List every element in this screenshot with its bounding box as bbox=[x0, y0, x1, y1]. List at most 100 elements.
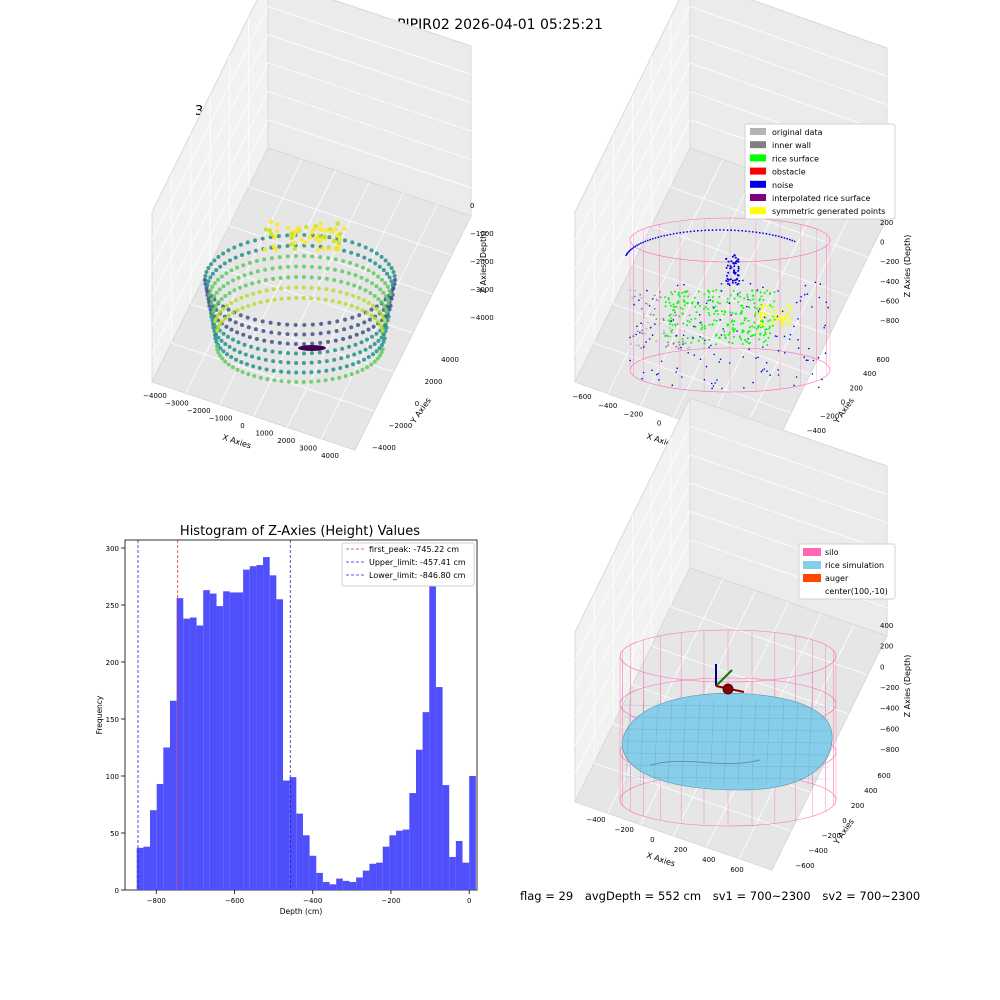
rice-surface-point bbox=[670, 330, 673, 333]
raw-point bbox=[203, 278, 207, 282]
grey-point bbox=[639, 293, 642, 296]
raw-point bbox=[302, 332, 307, 337]
raw-point bbox=[333, 247, 338, 252]
noise-point bbox=[762, 232, 764, 235]
noise-point bbox=[645, 341, 647, 343]
symmetric-point bbox=[782, 318, 785, 322]
raw-point bbox=[241, 263, 246, 268]
raw-point bbox=[263, 348, 267, 353]
raw-point bbox=[333, 338, 338, 343]
raw-point bbox=[252, 302, 257, 306]
noise-point bbox=[797, 347, 800, 349]
raw-point bbox=[215, 347, 220, 352]
rice-surface-point bbox=[723, 330, 726, 333]
raw-point bbox=[257, 366, 262, 370]
raw-point bbox=[278, 265, 283, 270]
grid-line bbox=[689, 34, 888, 106]
rice-surface-point bbox=[752, 298, 755, 301]
raw-point bbox=[343, 302, 348, 306]
histogram-bar bbox=[289, 777, 297, 890]
rice-surface-point bbox=[733, 297, 736, 300]
grey-point bbox=[634, 289, 636, 292]
raw-point bbox=[371, 352, 375, 357]
noise-point bbox=[682, 334, 685, 337]
z-axis-label: Z Axies (Depth) bbox=[479, 231, 488, 294]
surface-mesh bbox=[623, 740, 831, 744]
symmetric-point bbox=[772, 322, 775, 325]
rice-surface-point bbox=[729, 294, 732, 297]
raw-point bbox=[269, 330, 274, 335]
noise-point bbox=[786, 237, 789, 240]
raw-point bbox=[338, 231, 343, 237]
rice-surface-point bbox=[741, 331, 744, 334]
noise-point bbox=[719, 319, 721, 321]
y-tick-label: 400 bbox=[863, 370, 876, 378]
legend-box bbox=[798, 543, 896, 600]
rice-surface-point bbox=[743, 319, 746, 322]
raw-point bbox=[381, 339, 386, 344]
grey-point bbox=[655, 318, 658, 321]
raw-point bbox=[378, 353, 382, 358]
raw-point bbox=[379, 325, 384, 330]
raw-point bbox=[286, 370, 291, 375]
raw-point bbox=[264, 367, 269, 372]
raw-point bbox=[205, 289, 209, 293]
raw-point bbox=[229, 355, 234, 359]
symmetric-point bbox=[770, 315, 773, 318]
legend-label: Lower_limit: -846.80 cm bbox=[369, 571, 466, 580]
raw-point bbox=[389, 296, 394, 301]
legend-label: first_peak: -745.22 cm bbox=[369, 545, 459, 554]
histogram-bar bbox=[203, 590, 210, 890]
raw-point bbox=[374, 306, 379, 311]
rice-surface-point bbox=[732, 289, 735, 292]
noise-point bbox=[755, 231, 758, 234]
noise-point bbox=[731, 255, 734, 258]
symmetric-point bbox=[759, 311, 762, 314]
raw-point bbox=[393, 278, 397, 282]
rice-surface-point bbox=[752, 294, 755, 297]
noise-point bbox=[737, 265, 740, 268]
raw-point bbox=[302, 254, 307, 258]
raw-point bbox=[286, 296, 291, 301]
raw-point bbox=[221, 331, 226, 336]
rice-surface-point bbox=[711, 323, 714, 326]
raw-point bbox=[286, 360, 291, 365]
noise-point bbox=[728, 302, 731, 305]
raw-point bbox=[272, 297, 277, 302]
raw-point bbox=[216, 254, 221, 259]
rice-surface-point bbox=[749, 299, 752, 302]
raw-point bbox=[318, 255, 323, 260]
raw-point bbox=[363, 245, 368, 250]
rice-surface-point bbox=[749, 335, 752, 338]
rice-surface-point bbox=[706, 299, 709, 302]
histogram-bar bbox=[389, 835, 397, 890]
grey-point bbox=[674, 290, 676, 293]
raw-point bbox=[206, 296, 211, 301]
rice-surface-point bbox=[754, 333, 757, 336]
histogram-plot: −800 −600 −400 −200 0 0 50 100 150 200 250 300 Depth… bbox=[95, 539, 478, 916]
histogram-bar bbox=[462, 862, 470, 890]
raw-point bbox=[209, 262, 214, 267]
raw-point bbox=[263, 247, 268, 252]
legend-swatch bbox=[803, 548, 821, 556]
raw-point bbox=[262, 338, 267, 343]
raw-point bbox=[349, 303, 354, 308]
raw-point bbox=[257, 290, 262, 294]
rice-surface-point bbox=[716, 301, 719, 304]
raw-point bbox=[271, 287, 276, 292]
grey-point bbox=[653, 308, 656, 310]
rice-surface-point bbox=[730, 320, 733, 323]
noise-point bbox=[640, 242, 642, 245]
y-tick-label: 200 bbox=[106, 659, 119, 667]
raw-point bbox=[272, 378, 277, 383]
raw-point bbox=[348, 335, 353, 340]
raw-point bbox=[263, 357, 268, 362]
grid-line bbox=[267, 62, 472, 132]
raw-point bbox=[229, 268, 234, 273]
raw-point bbox=[219, 297, 224, 302]
noise-point bbox=[657, 236, 660, 239]
noise-point bbox=[788, 338, 791, 341]
raw-point bbox=[362, 255, 367, 260]
noise-point bbox=[727, 282, 729, 285]
symmetric-point bbox=[759, 304, 762, 307]
